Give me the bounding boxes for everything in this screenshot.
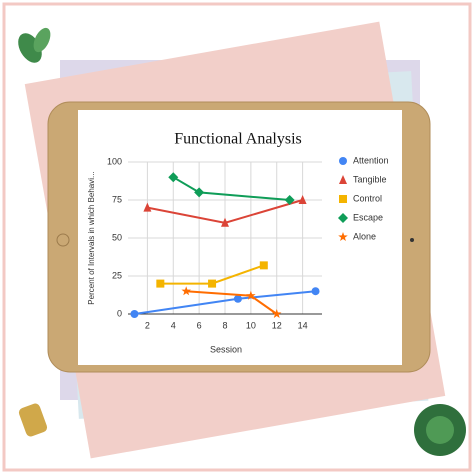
legend-label: Alone (353, 231, 376, 241)
x-tick-label: 8 (222, 320, 227, 330)
data-point (194, 187, 205, 198)
data-point (233, 294, 242, 303)
plot: 0 25 50 75 100 2 4 6 8 10 12 14 Attention Tangible Con… (107, 155, 389, 330)
x-tick-label: 6 (197, 320, 202, 330)
plant (18, 27, 466, 456)
camera (410, 238, 414, 242)
data-point (168, 172, 179, 183)
home-button (56, 233, 70, 247)
x-axis-label: Session (210, 344, 242, 354)
data-point (143, 202, 152, 212)
x-tick-label: 14 (298, 320, 308, 330)
data-point (156, 279, 165, 288)
y-tick-label: 75 (112, 194, 122, 204)
legend-marker (339, 157, 347, 165)
y-tick-label: 50 (112, 232, 122, 242)
y-tick-label: 100 (107, 156, 122, 166)
legend-marker (338, 213, 348, 223)
data-point (130, 310, 139, 318)
data-point (271, 309, 282, 319)
data-point (311, 287, 320, 296)
data-point (181, 286, 191, 296)
x-tick-label: 4 (171, 320, 176, 330)
data-point (246, 290, 256, 300)
data-point (221, 217, 229, 227)
legend-label: Attention (353, 155, 389, 165)
legend-marker (338, 232, 348, 242)
data-point (208, 279, 217, 288)
y-tick-label: 25 (112, 270, 122, 280)
data-point (259, 261, 268, 270)
x-tick-label: 12 (272, 320, 282, 330)
chart-title: Functional Analysis (174, 131, 302, 148)
y-tick-label: 0 (117, 308, 122, 318)
legend-label: Control (353, 193, 382, 203)
legend-label: Escape (353, 212, 383, 222)
data-point (298, 195, 307, 204)
x-tick-label: 10 (246, 320, 256, 330)
y-axis-label: Percent of Intervals in which Behavi... (87, 171, 96, 304)
legend-marker (339, 195, 347, 203)
x-tick-label: 2 (145, 320, 150, 330)
legend-marker (339, 175, 347, 184)
legend-label: Tangible (353, 174, 387, 184)
data-point (284, 195, 295, 205)
